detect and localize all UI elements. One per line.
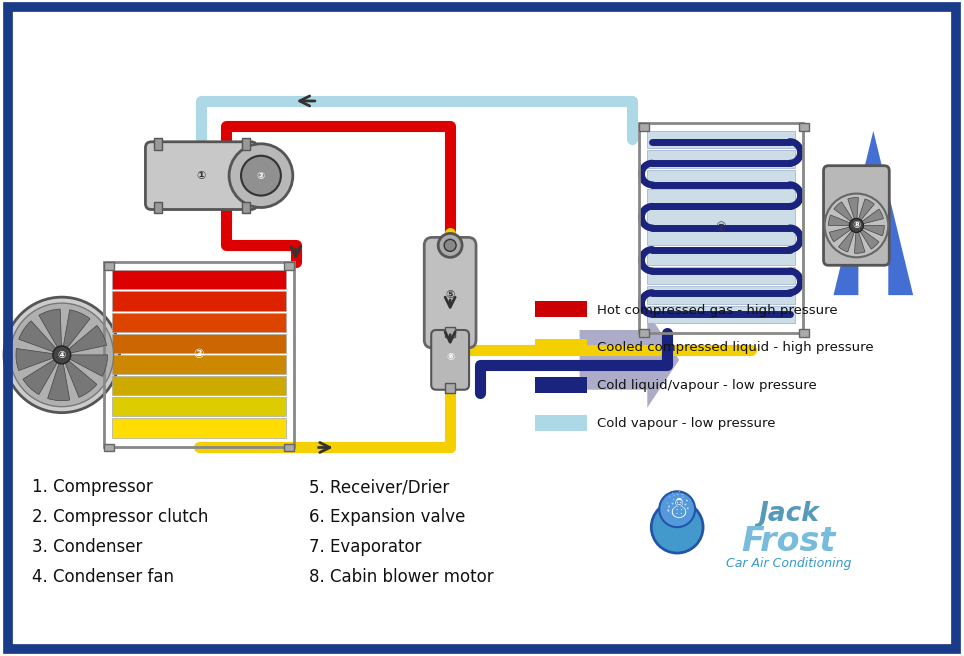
- Bar: [103, 262, 114, 270]
- Bar: [647, 267, 794, 284]
- Text: Frost: Frost: [741, 525, 836, 558]
- Bar: [647, 150, 794, 168]
- Bar: [535, 415, 586, 430]
- Text: 2. Compressor clutch: 2. Compressor clutch: [32, 508, 208, 526]
- FancyBboxPatch shape: [431, 330, 469, 390]
- Wedge shape: [23, 355, 62, 394]
- Bar: [112, 419, 286, 438]
- Polygon shape: [20, 312, 96, 398]
- Polygon shape: [579, 312, 680, 407]
- Text: Cooled compressed liquid - high pressure: Cooled compressed liquid - high pressure: [597, 341, 873, 354]
- Text: 1. Compressor: 1. Compressor: [32, 478, 152, 497]
- Polygon shape: [834, 131, 913, 295]
- Wedge shape: [839, 226, 856, 252]
- Bar: [112, 376, 286, 395]
- Bar: [112, 291, 286, 310]
- Bar: [798, 329, 809, 337]
- Wedge shape: [856, 199, 874, 226]
- Text: ②: ②: [256, 171, 265, 180]
- Text: 4. Condenser fan: 4. Condenser fan: [32, 568, 174, 586]
- Text: Jack: Jack: [759, 501, 819, 527]
- Bar: [647, 286, 794, 304]
- Bar: [112, 397, 286, 417]
- Text: ⑧: ⑧: [852, 220, 861, 230]
- Wedge shape: [856, 226, 884, 236]
- Bar: [535, 301, 586, 317]
- Bar: [445, 327, 455, 337]
- Bar: [639, 329, 650, 337]
- Wedge shape: [18, 321, 62, 355]
- Circle shape: [229, 144, 293, 207]
- Bar: [283, 262, 294, 270]
- Bar: [154, 201, 162, 213]
- Bar: [798, 123, 809, 131]
- Text: ①: ①: [197, 171, 206, 180]
- Bar: [639, 123, 650, 131]
- Wedge shape: [47, 355, 69, 401]
- Circle shape: [10, 303, 114, 407]
- Bar: [112, 270, 286, 289]
- Text: 7. Evaporator: 7. Evaporator: [308, 538, 421, 556]
- Circle shape: [53, 346, 70, 364]
- Wedge shape: [854, 226, 865, 253]
- Text: 8. Cabin blower motor: 8. Cabin blower motor: [308, 568, 494, 586]
- Circle shape: [849, 218, 864, 232]
- Text: 3. Condenser: 3. Condenser: [32, 538, 143, 556]
- Circle shape: [824, 194, 888, 257]
- Wedge shape: [16, 348, 62, 371]
- Bar: [242, 138, 250, 150]
- Bar: [639, 123, 803, 333]
- Text: ⑤: ⑤: [445, 290, 455, 300]
- Wedge shape: [856, 209, 883, 226]
- Circle shape: [444, 239, 456, 251]
- Circle shape: [439, 234, 462, 257]
- Text: ⑦: ⑦: [715, 222, 726, 234]
- Bar: [647, 189, 794, 207]
- Bar: [103, 262, 294, 447]
- Bar: [647, 247, 794, 265]
- Bar: [647, 209, 794, 226]
- Text: Cold liquid/vapour - low pressure: Cold liquid/vapour - low pressure: [597, 379, 817, 392]
- Bar: [647, 131, 794, 148]
- Circle shape: [4, 297, 120, 413]
- Bar: [647, 306, 794, 323]
- Wedge shape: [847, 197, 858, 226]
- Wedge shape: [39, 309, 62, 355]
- Bar: [647, 170, 794, 187]
- Text: ⑥: ⑥: [446, 352, 454, 362]
- FancyBboxPatch shape: [823, 166, 889, 265]
- Circle shape: [659, 491, 695, 527]
- Text: 5. Receiver/Drier: 5. Receiver/Drier: [308, 478, 449, 497]
- Bar: [112, 312, 286, 332]
- Text: ③: ③: [194, 348, 204, 361]
- Text: Car Air Conditioning: Car Air Conditioning: [726, 556, 851, 569]
- Bar: [647, 228, 794, 245]
- Wedge shape: [856, 226, 879, 249]
- Circle shape: [652, 501, 703, 553]
- Bar: [103, 443, 114, 451]
- Wedge shape: [829, 226, 856, 242]
- Bar: [535, 377, 586, 393]
- Bar: [112, 334, 286, 353]
- Text: ④: ④: [58, 350, 66, 360]
- Wedge shape: [62, 325, 107, 355]
- Bar: [112, 355, 286, 374]
- Wedge shape: [828, 215, 856, 226]
- Bar: [283, 443, 294, 451]
- Text: ☃: ☃: [663, 495, 691, 523]
- Bar: [445, 382, 455, 393]
- Bar: [535, 339, 586, 355]
- Text: 6. Expansion valve: 6. Expansion valve: [308, 508, 465, 526]
- Wedge shape: [62, 310, 90, 355]
- FancyBboxPatch shape: [146, 142, 257, 209]
- Text: Hot compressed gas - high pressure: Hot compressed gas - high pressure: [597, 304, 837, 317]
- Circle shape: [241, 155, 281, 195]
- FancyBboxPatch shape: [424, 237, 476, 348]
- Bar: [154, 138, 162, 150]
- Wedge shape: [834, 202, 856, 226]
- Text: Cold vapour - low pressure: Cold vapour - low pressure: [597, 417, 775, 430]
- Wedge shape: [62, 355, 96, 398]
- Wedge shape: [62, 355, 108, 377]
- Bar: [242, 201, 250, 213]
